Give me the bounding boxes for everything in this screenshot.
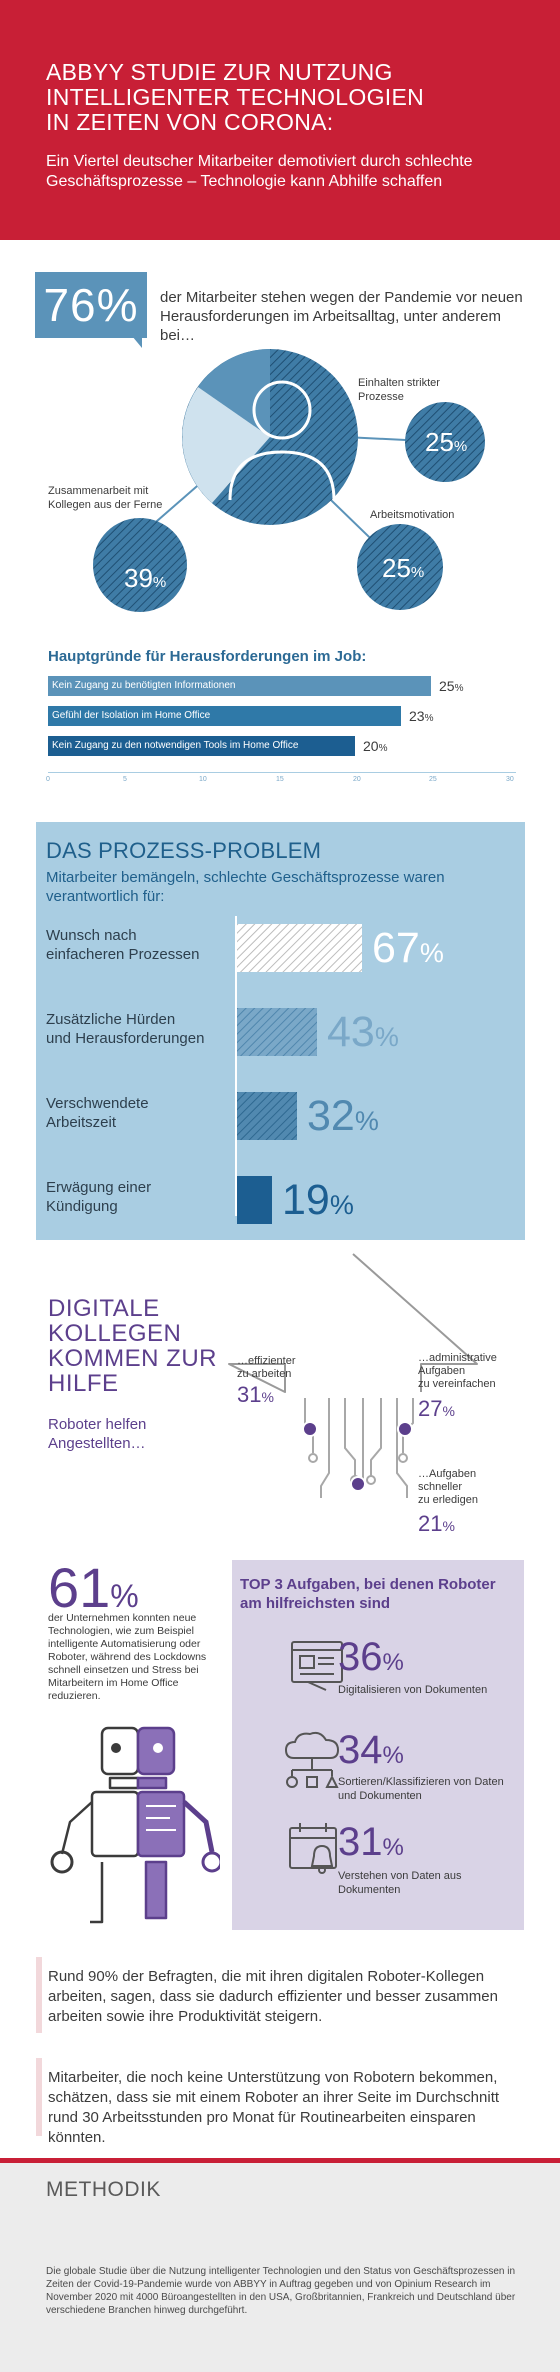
headline-76-badge: 76% <box>35 272 147 338</box>
process-bar <box>237 1008 317 1056</box>
reasons-chart: Kein Zugang zu benötigten Informationen 2… <box>46 676 516 786</box>
value-zusammenarbeit: 39% <box>124 563 167 593</box>
companies-value: 61% <box>48 1556 139 1619</box>
challenges-intro: der Mitarbeiter stehen wegen der Pandemi… <box>160 289 523 344</box>
top3-text-2: Sortieren/Klassifizieren von Daten und D… <box>338 1776 504 1802</box>
quote-accent-1 <box>36 1957 42 2033</box>
label-prozesse: Einhalten strikter Prozesse <box>358 377 440 403</box>
label-motivation: Arbeitsmotivation <box>370 509 455 521</box>
reasons-tick: 15 <box>276 776 284 783</box>
page-title: ABBYY STUDIE ZUR NUTZUNG INTELLIGENTER T… <box>46 59 425 135</box>
process-label: Wunsch nach einfacheren Prozessen <box>46 927 200 963</box>
digital-title: DIGITALE KOLLEGEN KOMMEN ZUR HILFE <box>48 1295 217 1397</box>
top3-value-1: 36% <box>338 1635 404 1679</box>
process-bar <box>237 1092 297 1140</box>
point-efficient-text: …effizienter zu arbeiten <box>237 1355 296 1380</box>
process-bar <box>237 924 362 972</box>
reasons-tick: 10 <box>199 776 207 783</box>
methodik-title: METHODIK <box>46 2178 161 2201</box>
reasons-tick: 0 <box>46 776 50 783</box>
reason-value: 23% <box>409 708 434 724</box>
value-motivation: 25% <box>382 553 425 583</box>
reason-bar: Kein Zugang zu den notwendigen Tools im … <box>48 736 355 756</box>
point-efficient-value: 31% <box>237 1382 274 1407</box>
node-27 <box>397 1421 413 1437</box>
reasons-tick: 20 <box>353 776 361 783</box>
process-subtitle: Mitarbeiter bemängeln, schlechte Geschäf… <box>46 869 445 905</box>
reasons-axis <box>48 772 516 773</box>
reasons-tick: 25 <box>429 776 437 783</box>
header-banner <box>0 0 560 240</box>
label-zusammenarbeit: Zusammenarbeit mit Kollegen aus der Fern… <box>48 485 163 511</box>
digital-subtitle: Roboter helfen Angestellten… <box>48 1416 147 1452</box>
process-label: Verschwendete Arbeitszeit <box>46 1095 149 1131</box>
cloud-sorting-icon <box>284 1731 340 1788</box>
process-title: DAS PROZESS-PROBLEM <box>46 838 322 863</box>
reasons-title: Hauptgründe für Herausforderungen im Job… <box>48 648 367 665</box>
footer-divider <box>0 2158 560 2163</box>
companies-text: der Unternehmen konnten neue Technologie… <box>48 1612 207 1702</box>
methodik-text: Die globale Studie über die Nutzung inte… <box>46 2266 516 2316</box>
top3-value-2: 34% <box>338 1728 404 1772</box>
reason-bar: Kein Zugang zu benötigten Informationen <box>48 676 431 696</box>
quote-hours-saved: Mitarbeiter, die noch keine Unterstützun… <box>48 2069 500 2146</box>
top3-text-3: Verstehen von Daten aus Dokumenten <box>338 1870 462 1896</box>
point-faster-value: 21% <box>418 1511 455 1536</box>
quote-efficiency: Rund 90% der Befragten, die mit ihren di… <box>48 1968 498 2025</box>
point-admin-text: …administrative Aufgaben zu vereinfachen <box>418 1352 497 1390</box>
reason-value: 25% <box>439 678 464 694</box>
circle-zusammenarbeit <box>93 518 187 612</box>
calendar-bell-icon <box>289 1823 337 1874</box>
quote-accent-2 <box>36 2058 42 2136</box>
document-screen-icon <box>291 1641 343 1691</box>
process-label: Erwägung einer Kündigung <box>46 1179 152 1215</box>
node-21 <box>350 1476 366 1492</box>
reasons-tick: 5 <box>123 776 127 783</box>
process-value: 43% <box>327 1008 399 1056</box>
top3-value-3: 31% <box>338 1820 404 1864</box>
process-label: Zusätzliche Hürden und Herausforderungen <box>46 1011 205 1047</box>
reason-bar: Gefühl der Isolation im Home Office <box>48 706 401 726</box>
process-value: 32% <box>307 1092 379 1140</box>
node-31 <box>302 1421 318 1437</box>
speech-tail <box>132 336 142 348</box>
circle-motivation <box>357 524 443 610</box>
person-icon <box>228 380 336 501</box>
reason-value: 20% <box>363 738 388 754</box>
process-value: 67% <box>372 924 444 972</box>
reasons-tick: 30 <box>506 776 514 783</box>
process-value: 19% <box>282 1176 354 1224</box>
up-arrow-circuit-icon <box>228 1253 478 1498</box>
top3-text-1: Digitalisieren von Dokumenten <box>338 1684 488 1696</box>
circle-prozesse <box>405 402 485 482</box>
top3-panel <box>232 1560 524 1930</box>
methodik-panel <box>0 2163 560 2372</box>
point-faster-text: …Aufgaben schneller zu erledigen <box>418 1468 478 1506</box>
value-prozesse: 25% <box>425 427 468 457</box>
top3-title: TOP 3 Aufgaben, bei denen Roboter am hil… <box>240 1576 496 1612</box>
challenges-diagram <box>93 349 485 612</box>
page-subtitle: Ein Viertel deutscher Mitarbeiter demoti… <box>46 153 473 190</box>
process-bar <box>237 1176 272 1224</box>
process-axis <box>235 916 237 1216</box>
point-admin-value: 27% <box>418 1396 455 1421</box>
robot-illustration <box>50 1726 220 1924</box>
